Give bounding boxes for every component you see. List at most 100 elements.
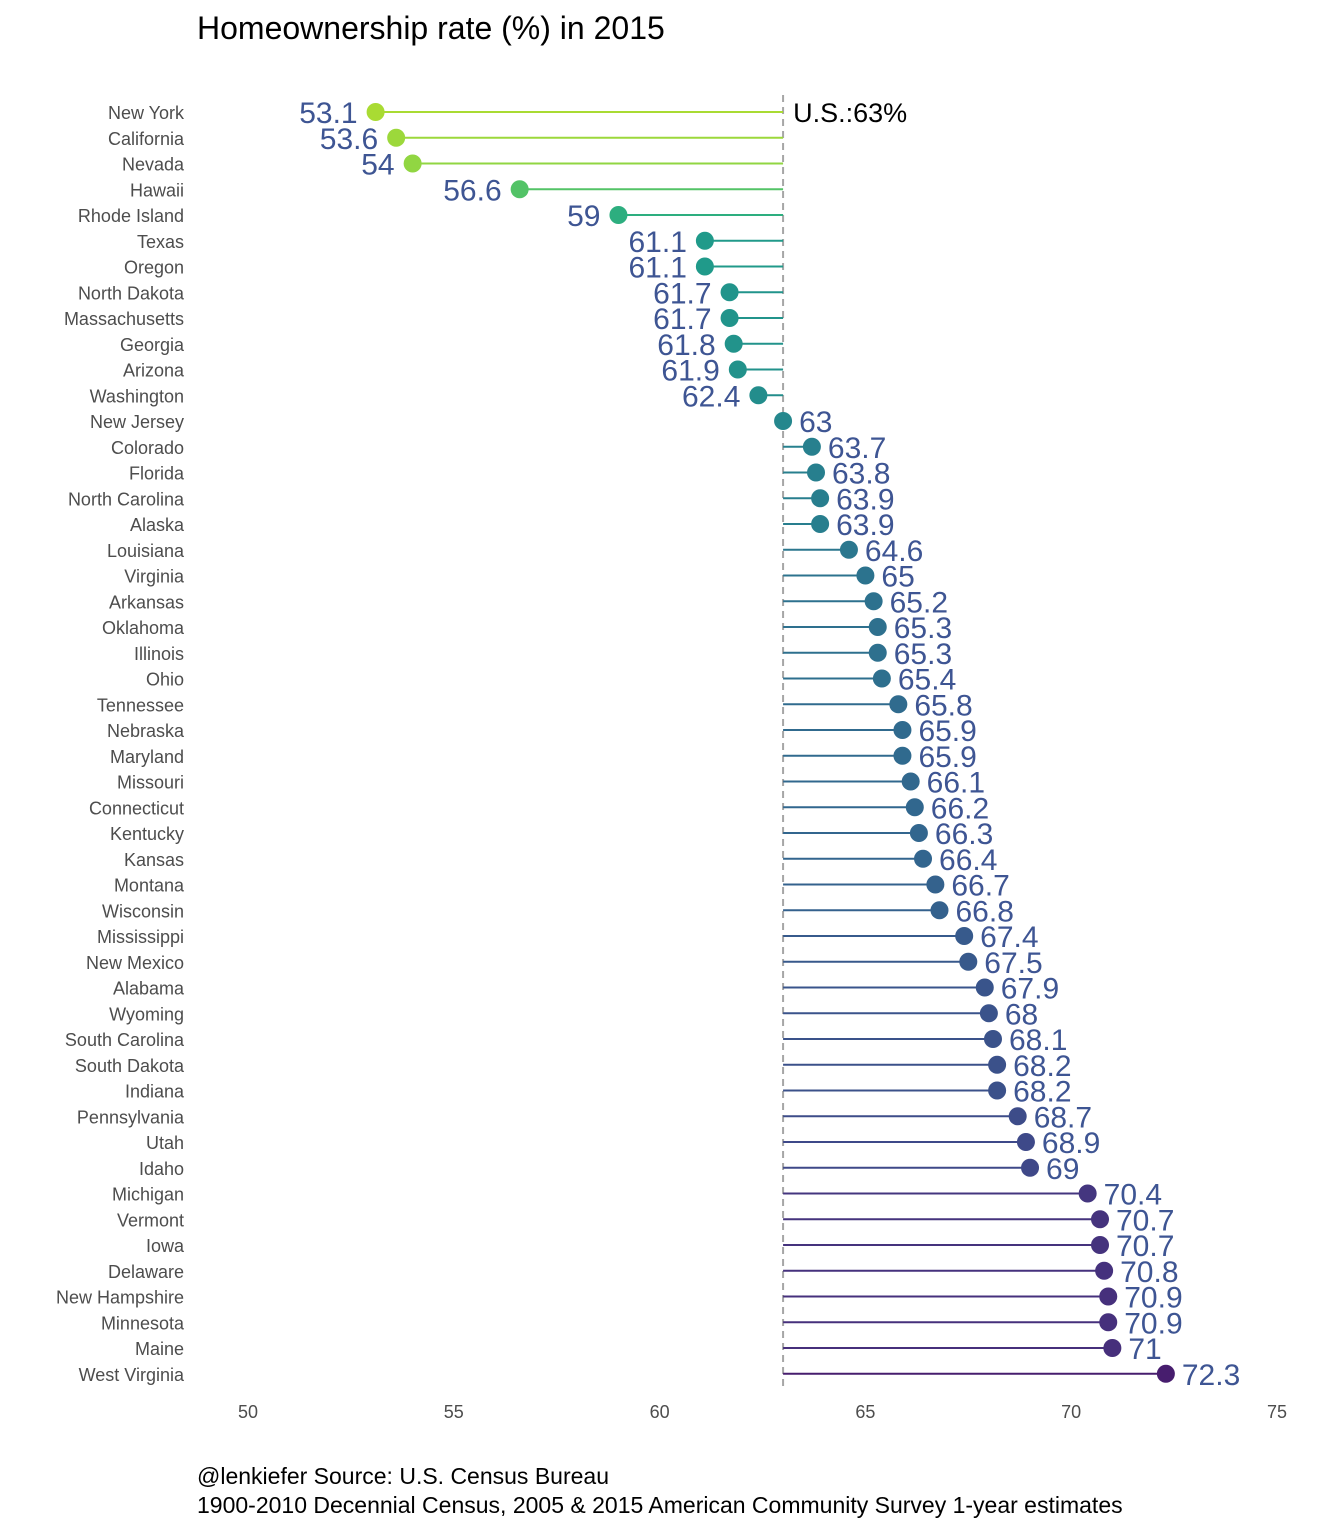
point-missouri — [901, 772, 920, 791]
data-label-south-dakota: 68.2 — [1013, 1050, 1071, 1083]
data-label-wisconsin: 66.8 — [955, 895, 1013, 928]
point-vermont — [1091, 1210, 1110, 1229]
point-oregon — [695, 257, 714, 276]
y-tick-label-hawaii: Hawaii — [130, 180, 184, 200]
data-label-texas: 61.1 — [628, 226, 686, 259]
data-label-connecticut: 66.2 — [931, 792, 989, 825]
data-label-iowa: 70.7 — [1116, 1230, 1174, 1263]
x-tick-label-50: 50 — [238, 1402, 258, 1422]
point-connecticut — [905, 798, 924, 817]
point-florida — [807, 463, 826, 482]
point-montana — [926, 875, 945, 894]
y-tick-label-louisiana: Louisiana — [107, 541, 185, 561]
y-tick-label-new-mexico: New Mexico — [86, 953, 184, 973]
data-label-nevada: 54 — [361, 149, 394, 182]
point-california — [387, 128, 406, 147]
point-nebraska — [893, 721, 912, 739]
data-label-arizona: 61.9 — [661, 355, 719, 388]
data-label-louisiana: 64.6 — [865, 535, 923, 568]
x-tick-label-60: 60 — [650, 1402, 670, 1422]
data-label-missouri: 66.1 — [927, 767, 985, 800]
y-tick-label-alaska: Alaska — [130, 515, 185, 535]
y-tick-label-massachusetts: Massachusetts — [64, 309, 184, 329]
y-tick-label-new-york: New York — [108, 103, 185, 123]
y-tick-label-north-carolina: North Carolina — [68, 489, 185, 509]
x-tick-label-75: 75 — [1267, 1402, 1287, 1422]
point-arkansas — [864, 592, 883, 611]
data-label-illinois: 65.3 — [894, 638, 952, 671]
data-label-utah: 68.9 — [1042, 1127, 1100, 1160]
data-label-georgia: 61.8 — [657, 329, 715, 362]
y-tick-label-wyoming: Wyoming — [109, 1004, 184, 1024]
point-minnesota — [1099, 1313, 1118, 1332]
y-tick-label-michigan: Michigan — [112, 1185, 184, 1205]
y-tick-label-maryland: Maryland — [110, 747, 184, 767]
y-tick-label-north-dakota: North Dakota — [78, 283, 185, 303]
point-north-dakota — [720, 283, 739, 302]
data-label-arkansas: 65.2 — [890, 586, 948, 619]
data-label-new-hampshire: 70.9 — [1124, 1282, 1182, 1315]
y-tick-label-ohio: Ohio — [146, 670, 184, 690]
data-label-california: 53.6 — [320, 123, 378, 156]
point-idaho — [1021, 1158, 1040, 1177]
y-tick-label-iowa: Iowa — [146, 1236, 185, 1256]
y-tick-label-california: California — [108, 129, 185, 149]
point-south-carolina — [983, 1030, 1002, 1048]
data-label-alaska: 63.9 — [836, 509, 894, 542]
x-tick-label-55: 55 — [444, 1402, 464, 1422]
y-tick-label-florida: Florida — [129, 464, 185, 484]
point-maryland — [893, 746, 912, 765]
point-ohio — [872, 669, 891, 688]
data-label-rhode-island: 59 — [567, 200, 600, 233]
y-tick-label-alabama: Alabama — [113, 979, 185, 999]
point-virginia — [856, 566, 875, 585]
data-label-nebraska: 65.9 — [918, 715, 976, 748]
point-south-dakota — [988, 1055, 1007, 1074]
y-tick-label-idaho: Idaho — [139, 1159, 184, 1179]
y-tick-label-oregon: Oregon — [124, 258, 184, 278]
y-tick-label-washington: Washington — [90, 386, 184, 406]
y-tick-label-tennessee: Tennessee — [97, 695, 184, 715]
data-label-vermont: 70.7 — [1116, 1204, 1174, 1237]
data-label-colorado: 63.7 — [828, 432, 886, 465]
chart-title: Homeownership rate (%) in 2015 — [197, 10, 665, 46]
y-tick-label-south-dakota: South Dakota — [75, 1056, 185, 1076]
point-new-york — [366, 103, 385, 121]
y-tick-label-delaware: Delaware — [108, 1262, 184, 1282]
data-label-mississippi: 67.4 — [980, 921, 1038, 954]
point-georgia — [724, 334, 743, 353]
point-texas — [695, 231, 714, 250]
point-massachusetts — [720, 309, 739, 327]
data-label-kentucky: 66.3 — [935, 818, 993, 851]
data-label-ohio: 65.4 — [898, 664, 956, 697]
point-indiana — [988, 1081, 1007, 1100]
y-tick-label-nevada: Nevada — [122, 155, 185, 175]
y-tick-label-south-carolina: South Carolina — [65, 1030, 185, 1050]
point-delaware — [1095, 1261, 1114, 1280]
us-average-reference-label: U.S.:63% — [793, 98, 907, 128]
y-tick-label-rhode-island: Rhode Island — [78, 206, 184, 226]
data-label-minnesota: 70.9 — [1124, 1307, 1182, 1340]
y-tick-label-montana: Montana — [114, 876, 185, 896]
y-tick-label-connecticut: Connecticut — [89, 798, 184, 818]
y-tick-label-oklahoma: Oklahoma — [102, 618, 185, 638]
point-wisconsin — [930, 901, 949, 920]
data-label-delaware: 70.8 — [1120, 1256, 1178, 1289]
data-label-north-dakota: 61.7 — [653, 277, 711, 310]
data-label-south-carolina: 68.1 — [1009, 1024, 1067, 1057]
caption-source: @lenkiefer Source: U.S. Census Bureau — [197, 1463, 609, 1489]
point-kansas — [914, 849, 933, 868]
point-alaska — [811, 515, 830, 533]
point-new-mexico — [959, 952, 978, 971]
point-michigan — [1078, 1184, 1097, 1203]
y-tick-label-illinois: Illinois — [134, 644, 184, 664]
data-label-new-jersey: 63 — [799, 406, 832, 439]
data-label-pennsylvania: 68.7 — [1034, 1101, 1092, 1134]
y-tick-label-kentucky: Kentucky — [110, 824, 184, 844]
data-label-hawaii: 56.6 — [443, 174, 501, 207]
data-label-north-carolina: 63.9 — [836, 483, 894, 516]
y-tick-label-new-jersey: New Jersey — [90, 412, 184, 432]
y-tick-label-wisconsin: Wisconsin — [102, 901, 184, 921]
data-label-indiana: 68.2 — [1013, 1076, 1071, 1109]
point-washington — [749, 386, 768, 405]
